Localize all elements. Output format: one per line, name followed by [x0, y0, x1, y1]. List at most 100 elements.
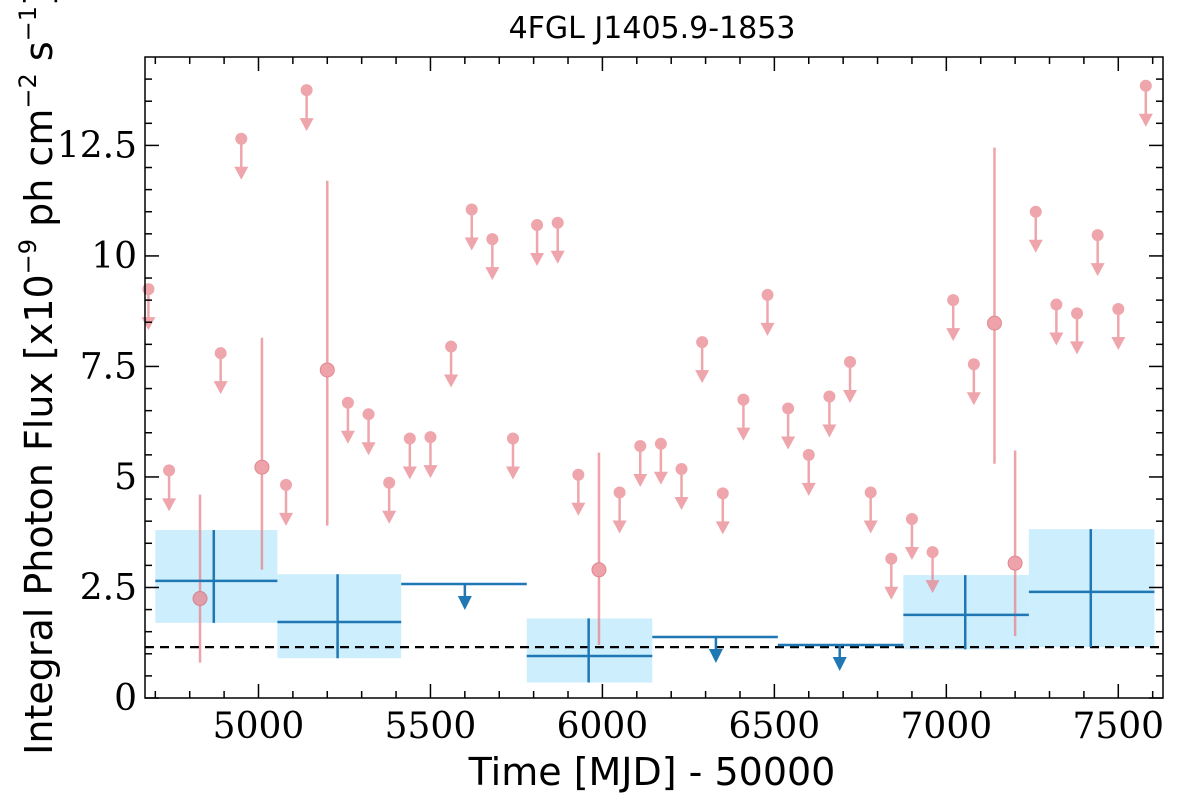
down-arrow-icon	[760, 322, 775, 336]
upper-limit-point	[486, 233, 499, 246]
short-bin-upper-limit-18	[612, 486, 627, 534]
x-tick-label-1: 5500	[385, 706, 477, 747]
x-tick-label-4: 7000	[901, 706, 993, 747]
y-axis-title-exp-flux: −9	[14, 239, 42, 274]
down-arrow-icon	[633, 474, 648, 488]
upper-limit-point	[383, 476, 396, 489]
short-bin-upper-limit-34	[946, 294, 961, 342]
y-axis-title: Integral Photon Flux [x10−9 ph cm−2 s−1]	[14, 0, 61, 755]
long-bin-detection-3	[903, 575, 1029, 650]
upper-limit-point	[531, 218, 544, 231]
y-axis-label: Integral Photon Flux [x10−9 ph cm−2 s−1]	[14, 0, 61, 755]
long-bin-detection-4	[1028, 529, 1155, 648]
upper-limit-point	[675, 463, 688, 476]
short-bin-upper-limit-13	[485, 233, 500, 281]
upper-limit-point	[654, 437, 667, 450]
short-bin-upper-limit-25	[760, 288, 775, 336]
short-bin-detection-1	[254, 337, 270, 570]
x-axis-title: Time [MJD] - 50000	[468, 750, 836, 794]
y-axis-title-end: ]	[17, 0, 61, 6]
upper-limit-point	[403, 432, 416, 445]
down-arrow-icon	[884, 586, 899, 600]
short-bin-upper-limit-2	[213, 347, 228, 395]
down-arrow-icon	[612, 520, 627, 534]
short-bin-upper-limit-29	[843, 356, 858, 404]
short-bin-upper-limit-26	[781, 402, 796, 450]
short-bin-upper-limit-4	[279, 478, 294, 526]
long-bin-band-1	[277, 574, 402, 659]
long-bin-detection-0	[155, 530, 278, 623]
down-arrow-icon	[715, 521, 730, 535]
down-arrow-icon	[822, 424, 837, 438]
detection-point	[319, 362, 335, 378]
down-arrow-icon	[736, 427, 751, 441]
short-bin-upper-limit-36	[1028, 205, 1043, 253]
down-arrow-icon	[299, 118, 314, 132]
y-tick-label-1: 2.5	[80, 567, 137, 608]
upper-limit-point	[737, 393, 750, 406]
y-axis-title-exp-s: −1	[14, 6, 42, 41]
down-arrow-icon	[801, 482, 816, 496]
upper-limit-point	[142, 283, 155, 296]
down-arrow-icon	[1070, 341, 1085, 355]
short-bin-upper-limit-39	[1090, 229, 1105, 277]
detection-point	[254, 459, 270, 475]
short-bin-upper-limit-0	[141, 283, 156, 331]
down-arrow-icon	[832, 656, 847, 671]
short-bin-detection-0	[192, 494, 208, 663]
short-bin-upper-limit-3	[234, 132, 249, 180]
short-bin-upper-limit-21	[674, 463, 689, 511]
short-bin-upper-limit-12	[464, 203, 479, 251]
short-bin-upper-limit-40	[1111, 302, 1126, 350]
upper-limit-point	[716, 487, 729, 500]
upper-limit-point	[214, 347, 227, 360]
upper-limit-point	[1050, 298, 1063, 311]
down-arrow-icon	[571, 502, 586, 516]
upper-limit-point	[1112, 302, 1125, 315]
down-arrow-icon	[708, 648, 723, 663]
short-bin-upper-limit-30	[863, 486, 878, 534]
upper-limit-point	[1029, 205, 1042, 218]
down-arrow-icon	[505, 466, 520, 480]
short-bin-upper-limit-37	[1049, 298, 1064, 346]
axis-ticks: 5000 5500 6000 6500 7000 7500 0 2.5 5 7.5 10 12.5	[57, 57, 1164, 747]
y-axis-title-exp-cm: −2	[14, 73, 42, 108]
short-bin-upper-limit-14	[505, 432, 520, 480]
x-tick-label-3: 6500	[729, 706, 821, 747]
upper-limit-point	[823, 390, 836, 403]
long-bin-band-0	[155, 530, 278, 623]
down-arrow-icon	[444, 374, 459, 388]
down-arrow-icon	[423, 465, 438, 479]
short-bin-upper-limit-33	[925, 546, 940, 594]
down-arrow-icon	[863, 520, 878, 534]
down-arrow-icon	[1090, 263, 1105, 277]
upper-limit-point	[864, 486, 877, 499]
upper-limit-point	[1071, 307, 1084, 320]
upper-limit-point	[235, 132, 248, 145]
short-bin-upper-limit-20	[653, 437, 668, 485]
short-bin-upper-limit-7	[361, 408, 376, 456]
down-arrow-icon	[457, 595, 472, 610]
down-arrow-icon	[904, 546, 919, 560]
upper-limit-point	[300, 84, 313, 97]
y-axis-title-unit-s: s	[17, 41, 61, 73]
upper-limit-point	[424, 431, 437, 444]
short-bin-upper-limit-5	[299, 84, 314, 132]
short-bin-upper-limit-41	[1138, 79, 1153, 127]
chart-title: 4FGL J1405.9-1853	[509, 11, 796, 46]
short-bin-upper-limit-32	[904, 512, 919, 560]
upper-limit-point	[967, 358, 980, 371]
y-tick-label-5: 12.5	[57, 125, 137, 166]
upper-limit-point	[1139, 79, 1152, 92]
short-bin-upper-limit-28	[822, 390, 837, 438]
down-arrow-icon	[1049, 332, 1064, 346]
down-arrow-icon	[550, 250, 565, 264]
down-arrow-icon	[925, 580, 940, 594]
down-arrow-icon	[234, 166, 249, 180]
down-arrow-icon	[653, 471, 668, 485]
y-tick-label-0: 0	[114, 678, 137, 719]
down-arrow-icon	[674, 497, 689, 511]
upper-limit-point	[613, 486, 626, 499]
upper-limit-point	[465, 203, 478, 216]
